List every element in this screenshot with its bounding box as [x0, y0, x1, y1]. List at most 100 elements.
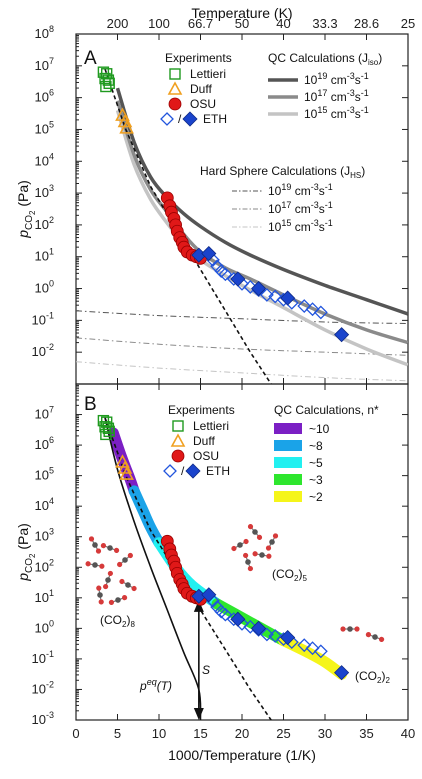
eth-open-point — [305, 302, 320, 317]
eth-filled-point — [201, 245, 217, 262]
duff-point — [119, 120, 134, 134]
legend-a-qc-label: 1015 cm-3s-1 — [304, 105, 369, 121]
molecule-oxygen — [266, 553, 272, 559]
nstar-band-0 — [107, 427, 140, 497]
duff-point — [119, 466, 134, 480]
eth-open-point — [305, 641, 320, 656]
supersaturation-label: S — [202, 663, 210, 677]
molecule-oxygen — [99, 563, 105, 569]
x-tick-label: 40 — [401, 726, 415, 741]
molecule-oxygen — [103, 583, 109, 590]
panel-b-label: B — [84, 394, 97, 415]
eth-open-point — [297, 638, 312, 653]
qc-curve-1e17 — [115, 100, 408, 345]
lettieri-point — [172, 420, 184, 432]
top-axis-title: Temperature (K) — [191, 5, 292, 21]
co2-8-cluster-icon — [103, 570, 113, 590]
legend-a-experiment-label: Duff — [190, 82, 212, 96]
eth-open-point — [268, 289, 283, 304]
x-tick-label: 15 — [193, 726, 207, 741]
eth-filled-point — [280, 290, 296, 306]
eth-open-point — [218, 607, 233, 622]
legend-b-nstar-swatch — [274, 474, 302, 485]
molecule-oxygen — [265, 545, 272, 551]
molecule-carbon — [97, 592, 103, 598]
eth-open-point — [259, 287, 274, 302]
panel-a-y-tick-label: 107 — [35, 56, 54, 73]
x-tick-label: 0 — [72, 726, 79, 741]
peq-label: peq(T) — [139, 677, 172, 693]
duff-point — [167, 81, 183, 95]
eth-filled-point — [201, 587, 217, 603]
molecule-carbon — [372, 634, 378, 640]
legend-a-qc-label: 1017 cm-3s-1 — [304, 88, 369, 104]
eth-open-point — [297, 299, 312, 313]
eth-filled-point — [334, 327, 350, 343]
top-tick-label: 50 — [235, 16, 249, 31]
molecule-carbon — [347, 626, 353, 632]
molecule-oxygen — [243, 538, 249, 545]
top-tick-label: 28.6 — [354, 16, 379, 31]
molecule-carbon — [252, 529, 258, 535]
molecule-oxygen — [119, 578, 125, 585]
molecule-oxygen — [252, 551, 258, 557]
x-tick-label: 25 — [276, 726, 290, 741]
legend-b-nstar-label: ~3 — [309, 473, 323, 487]
eth-open-point — [160, 112, 174, 126]
molecule-oxygen — [247, 524, 254, 530]
x-tick-label: 20 — [235, 726, 249, 741]
co2-5-cluster-icon — [231, 538, 249, 552]
legend-b-nstar-label: ~5 — [309, 456, 323, 470]
lettieri-point — [100, 80, 112, 93]
molecule-carbon — [237, 542, 243, 548]
molecule-carbon — [105, 577, 111, 583]
hs-curve-1e15 — [76, 361, 408, 382]
top-tick-label: 66.7 — [188, 16, 213, 31]
lettieri-point — [101, 416, 113, 428]
molecule-carbon — [107, 545, 113, 551]
molecule-oxygen — [88, 536, 95, 542]
panel-b-y-tick-label: 10-1 — [32, 649, 54, 666]
eth-filled-point — [182, 111, 198, 127]
eth-filled-point — [251, 280, 267, 297]
panel-b-y-tick-label: 103 — [35, 527, 54, 544]
panel-a-plot — [76, 66, 408, 384]
eth-filled-point — [280, 629, 296, 646]
hs-curve-1e17 — [76, 337, 408, 356]
panel-b-y-tick-label: 10-3 — [32, 710, 54, 727]
qc-curve-1e19 — [115, 87, 408, 316]
molecule-oxygen — [272, 533, 279, 539]
eth-open-point — [243, 619, 258, 634]
lettieri-point — [103, 77, 115, 90]
legend-a-hs-label: 1015 cm-3s-1 — [268, 218, 333, 234]
legend-b-experiment-label: Lettieri — [193, 419, 229, 433]
legend-a-qc-label: 1019 cm-3s-1 — [304, 71, 369, 87]
molecule-carbon — [125, 582, 131, 588]
nstar-band-4 — [278, 635, 348, 680]
osu-point — [168, 97, 182, 111]
legend-a-experiment-label: Lettieri — [190, 67, 226, 81]
molecule-carbon — [269, 539, 275, 545]
legend-b-experiment-label: OSU — [193, 449, 219, 463]
legend-b-nstar-swatch — [274, 440, 302, 451]
molecule-oxygen — [340, 626, 346, 632]
panel-a-y-tick-label: 100 — [35, 279, 54, 296]
legend-b-qc-title: QC Calculations, n* — [274, 403, 379, 417]
x-axis-title: 1000/Temperature (1/K) — [168, 747, 316, 763]
legend-b-nstar-label: ~2 — [309, 490, 323, 504]
molecule-oxygen — [108, 599, 115, 605]
legend-b-eth-slash: / — [181, 464, 185, 478]
co2-8-cluster-icon — [85, 561, 105, 569]
legend-b-nstar-swatch — [274, 457, 302, 468]
panel-b-plot — [97, 414, 350, 720]
molecule-oxygen — [256, 534, 263, 540]
eth-filled-point — [230, 271, 246, 287]
co2-8-cluster-icon — [108, 595, 128, 605]
top-tick-label: 40 — [276, 16, 290, 31]
eth-open-point — [218, 267, 233, 282]
duff-point — [170, 433, 186, 447]
molecule-oxygen — [243, 552, 249, 559]
eth-open-point — [243, 280, 258, 294]
panel-b-y-tick-label: 106 — [35, 435, 54, 452]
co2-8-cluster-icon — [100, 543, 120, 553]
